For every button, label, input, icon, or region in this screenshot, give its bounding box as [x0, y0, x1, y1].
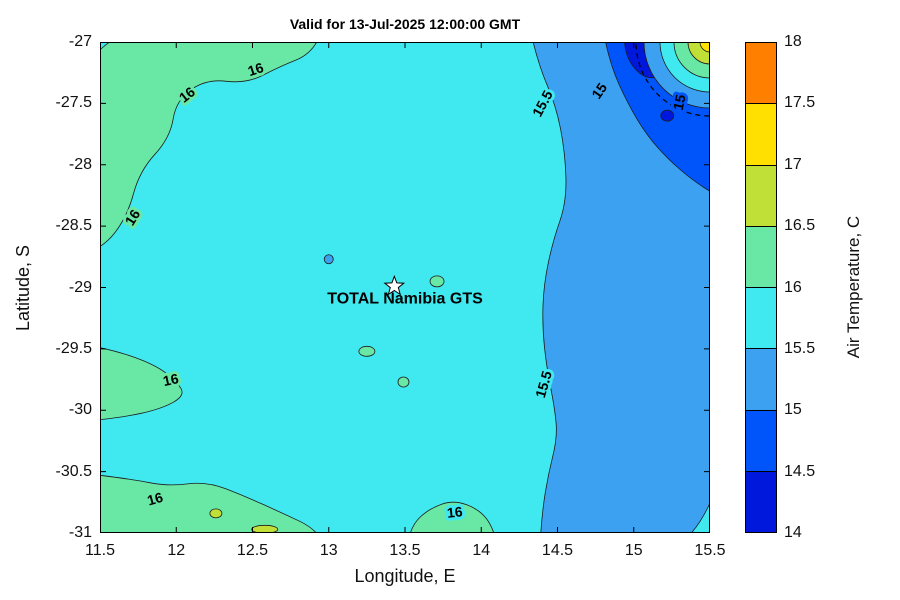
x-tick-label: 15	[624, 542, 643, 559]
contour-spot	[429, 275, 445, 288]
contour-spot	[397, 376, 410, 388]
corner-ring	[699, 42, 710, 53]
x-tick-label: 13	[319, 542, 338, 559]
contour-spot	[660, 109, 675, 122]
y-tick-label: -31	[68, 524, 92, 541]
contour-region-blue-east	[532, 42, 710, 533]
colorbar-tick-label: 18	[784, 33, 802, 50]
colorbar	[745, 42, 777, 533]
colorbar-tick-label: 15.5	[784, 339, 816, 357]
x-tick-label: 13.5	[389, 542, 421, 559]
x-tick-label: 11.5	[85, 542, 115, 559]
colorbar-tick-label: 16.5	[784, 217, 816, 235]
colorbar-segment	[746, 348, 776, 410]
contour-region-green-northwest	[100, 42, 318, 247]
y-tick-label: -27	[68, 33, 92, 50]
colorbar-tick-label: 14.5	[784, 462, 816, 480]
y-tick-label: -27.5	[55, 94, 92, 112]
contour-spot	[209, 508, 223, 519]
colorbar-segment	[746, 470, 776, 532]
contour-spot	[251, 524, 279, 533]
colorbar-segment	[746, 43, 776, 104]
y-tick-label: -30.5	[55, 462, 92, 480]
colorbar-tick-label: 14	[784, 524, 802, 541]
station-star-marker	[383, 274, 406, 296]
y-tick-label: -29	[68, 278, 92, 296]
x-axis-label: Longitude, E	[354, 566, 456, 586]
x-tick-label: 14	[472, 542, 491, 559]
colorbar-segment	[746, 225, 776, 287]
colorbar-label: Air Temperature, C	[844, 215, 863, 359]
x-tick-label: 12	[167, 542, 186, 559]
colorbar-segment	[746, 409, 776, 471]
colorbar-tick-label: 16	[784, 278, 802, 296]
contour-region-green-west	[100, 347, 183, 421]
x-tick-label: 12.5	[236, 542, 269, 559]
colorbar-tick-label: 17	[784, 155, 802, 173]
colorbar-segment	[746, 164, 776, 226]
x-tick-label: 14.5	[541, 542, 574, 559]
y-tick-label: -29.5	[55, 339, 92, 357]
colorbar-segment	[746, 103, 776, 165]
contour-region-green-south	[409, 501, 495, 533]
contour-spot	[358, 345, 376, 357]
colorbar-tick-label: 15	[784, 401, 802, 419]
contour-label: 16	[446, 503, 463, 521]
colorbar-tick-label: 17.5	[784, 94, 816, 112]
y-tick-label: -30	[68, 401, 92, 419]
x-tick-label: 15.5	[694, 542, 726, 559]
station-label: TOTAL Namibia GTS	[327, 291, 483, 308]
colorbar-segments	[746, 43, 776, 532]
colorbar-segment	[746, 287, 776, 349]
y-tick-label: -28.5	[55, 217, 92, 235]
figure-title: Valid for 13-Jul-2025 12:00:00 GMT	[289, 16, 521, 32]
y-tick-label: -28	[68, 155, 92, 173]
contour-region-green-southwest	[100, 474, 318, 533]
contour-spot	[323, 254, 334, 265]
